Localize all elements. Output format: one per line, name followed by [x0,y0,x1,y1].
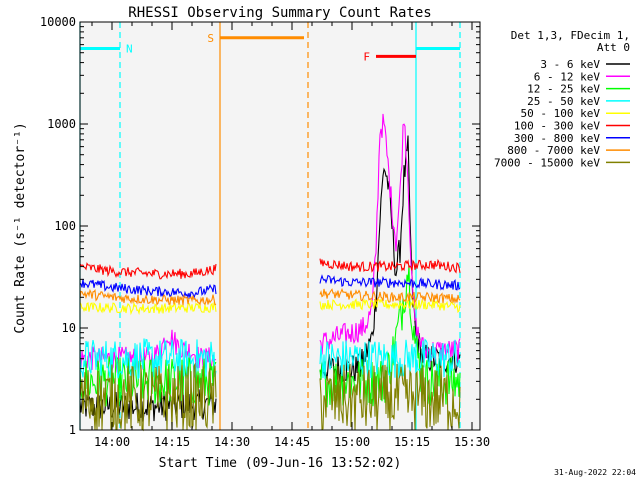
legend-label-1: 6 - 12 keV [534,70,601,83]
x-tick-label-0: 14:00 [94,435,130,449]
legend-label-5: 100 - 300 keV [514,120,600,133]
series-line-3-segment-0 [79,338,217,380]
flag-label-n: N [126,42,133,55]
series-line-7-segment-0 [79,288,217,306]
flag-label-f: F [363,50,370,63]
legend-title-line-2: Att 0 [597,41,630,54]
y-tick-label-2: 100 [54,219,76,233]
series-line-4-segment-1 [319,298,461,314]
flag-label-s: S [207,32,214,45]
series-line-8-segment-0 [79,362,217,432]
series-line-6-segment-0 [79,279,217,300]
y-axis-label: Count Rate (s⁻¹ detector⁻¹) [13,122,28,333]
y-tick-label-0: 1 [69,423,76,437]
x-axis-label: Start Time (09-Jun-16 13:52:02) [159,456,402,471]
legend-label-8: 7000 - 15000 keV [494,156,600,169]
x-tick-label-2: 14:30 [214,435,250,449]
series-line-4-segment-0 [79,301,217,316]
y-tick-label-1: 10 [62,321,76,335]
legend-label-4: 50 - 100 keV [521,107,601,120]
series-line-6-segment-1 [319,274,461,291]
x-axis-ticks: 14:00 14:15 14:30 14:45 15:00 15:15 15:30 [91,22,490,449]
legend-label-3: 25 - 50 keV [527,95,600,108]
legend-title-line-1: Det 1,3, FDecim 1, [511,29,630,42]
legend-label-0: 3 - 6 keV [540,58,600,71]
series-line-5-segment-1 [319,258,461,274]
x-tick-label-1: 14:15 [154,435,190,449]
y-axis-ticks: 1 10 100 1000 10000 [40,15,480,437]
series-layer [79,113,461,432]
chart-title: RHESSI Observing Summary Count Rates [128,5,431,21]
x-tick-label-3: 14:45 [274,435,310,449]
legend-label-7: 800 - 7000 keV [507,144,600,157]
legend-label-6: 300 - 800 keV [514,132,600,145]
x-tick-label-6: 15:30 [454,435,490,449]
y-tick-label-4: 10000 [40,15,76,29]
series-line-1-segment-1 [319,113,461,363]
x-tick-label-5: 15:15 [394,435,430,449]
legend-label-2: 12 - 25 keV [527,83,600,96]
series-line-5-segment-0 [79,262,217,280]
footer-timestamp: 31-Aug-2022 22:04 [554,468,636,477]
series-line-7-segment-1 [319,287,461,305]
x-tick-label-4: 15:00 [334,435,370,449]
flag-bars: N S F [80,32,460,63]
series-line-3-segment-1 [319,338,461,380]
y-tick-label-3: 1000 [47,117,76,131]
